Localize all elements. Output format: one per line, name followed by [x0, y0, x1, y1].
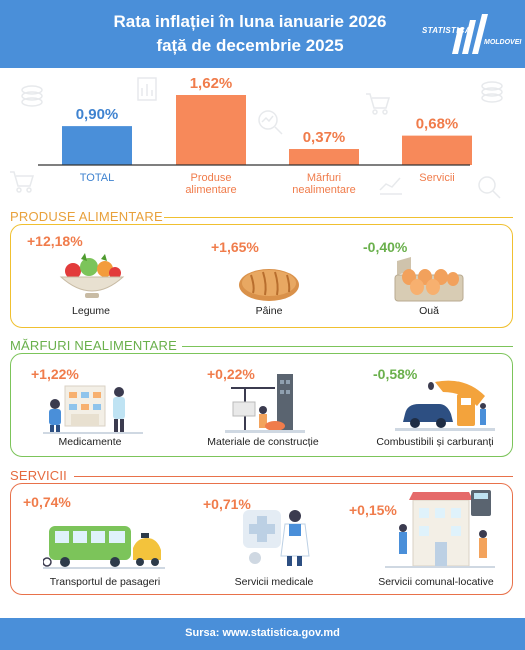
label-oua: Ouă: [419, 305, 439, 317]
label-servicii-medicale: Servicii medicale: [234, 576, 314, 588]
value-medicamente: +1,22%: [31, 366, 79, 382]
label-legume: Legume: [72, 305, 110, 317]
value-oua: -0,40%: [363, 239, 408, 255]
category-label-2-0: Mărfuri: [307, 172, 341, 184]
magnifier-icon-right: [478, 176, 501, 199]
value-legume: +12,18%: [27, 233, 83, 249]
label-transport: Transportul de pasageri: [49, 576, 161, 588]
fuel-station-icon: [395, 380, 495, 431]
header-banner: Rata inflației în luna ianuarie 2026 faț…: [0, 0, 525, 68]
construction-icon: [225, 374, 305, 433]
section-box-food: +12,18% Legume +1,65% Pâine -0,40% Ouă: [10, 224, 513, 328]
pharmacy-icon: [43, 385, 143, 434]
bar-value-label-2: 0,37%: [303, 129, 346, 146]
logo-text-moldovei: MOLDOVEI: [484, 39, 522, 46]
section-box-services: +0,74% Transportul de pasageri +0,71% Se…: [10, 483, 513, 595]
label-combustibili: Combustibili și carburanți: [376, 436, 494, 448]
coins-icon: [21, 85, 43, 107]
section-title-nonfood: MĂRFURI NEALIMENTARE: [10, 338, 177, 353]
bar-0: [62, 126, 132, 165]
background-decor: [10, 77, 503, 199]
bar-2: [289, 149, 359, 165]
label-comunal-locative: Servicii comunal-locative: [378, 576, 494, 588]
source-text: Sursa: www.statistica.gov.md: [185, 627, 340, 639]
doctor-icon: [243, 510, 310, 566]
magnifier-chart-icon: [258, 110, 283, 135]
category-label-1-1: alimentare: [185, 184, 236, 196]
label-medicamente: Medicamente: [58, 436, 122, 448]
category-label-1-0: Produse: [191, 172, 232, 184]
label-materiale-constructie: Materiale de construcție: [207, 436, 319, 448]
value-servicii-medicale: +0,71%: [203, 496, 251, 512]
category-label-0-0: TOTAL: [80, 172, 114, 184]
footer-banner: Sursa: www.statistica.gov.md: [0, 618, 525, 650]
label-paine: Pâine: [255, 305, 283, 317]
value-materiale-constructie: +0,22%: [207, 366, 255, 382]
title-line-1: Rata inflației în luna ianuarie 2026: [113, 12, 387, 31]
statistica-logo: STATISTICA MOLDOVEI: [422, 10, 522, 56]
section-title-services: SERVICII: [10, 468, 67, 483]
section-divider-nonfood: [182, 346, 513, 347]
bar-value-label-0: 0,90%: [76, 106, 119, 123]
bus-icon: [43, 526, 165, 569]
section-box-nonfood: +1,22% Medicamente +0,22% Materiale de c…: [10, 353, 513, 457]
bar-value-label-3: 0,68%: [416, 116, 459, 133]
section-title-food: PRODUSE ALIMENTARE: [10, 209, 163, 224]
vegetables-bowl-icon: [59, 253, 125, 298]
value-combustibili: -0,58%: [373, 366, 418, 382]
bar-3: [402, 135, 472, 165]
value-paine: +1,65%: [211, 239, 259, 255]
logo-text-statistica: STATISTICA: [422, 26, 471, 35]
section-divider-services: [74, 476, 513, 477]
cart-icon-left: [10, 171, 35, 193]
category-label-2-1: nealimentare: [292, 184, 356, 196]
section-divider-food: [164, 217, 513, 218]
title-line-2: față de decembrie 2025: [156, 36, 344, 55]
page-title: Rata inflației în luna ianuarie 2026 faț…: [60, 10, 440, 58]
eggs-carton-icon: [394, 257, 464, 302]
coins-icon-right: [481, 81, 503, 103]
value-comunal-locative: +0,15%: [349, 502, 397, 518]
utilities-icon: [385, 490, 495, 568]
cart-icon-top: [366, 93, 391, 115]
bar-1: [176, 95, 246, 165]
trend-icon: [379, 177, 402, 195]
bread-icon: [239, 269, 299, 301]
value-transport: +0,74%: [23, 494, 71, 510]
bar-value-label-1: 1,62%: [190, 75, 233, 92]
logo-bars-icon: [452, 14, 488, 54]
category-label-3-0: Servicii: [419, 172, 454, 184]
chart-board-icon: [137, 77, 157, 101]
